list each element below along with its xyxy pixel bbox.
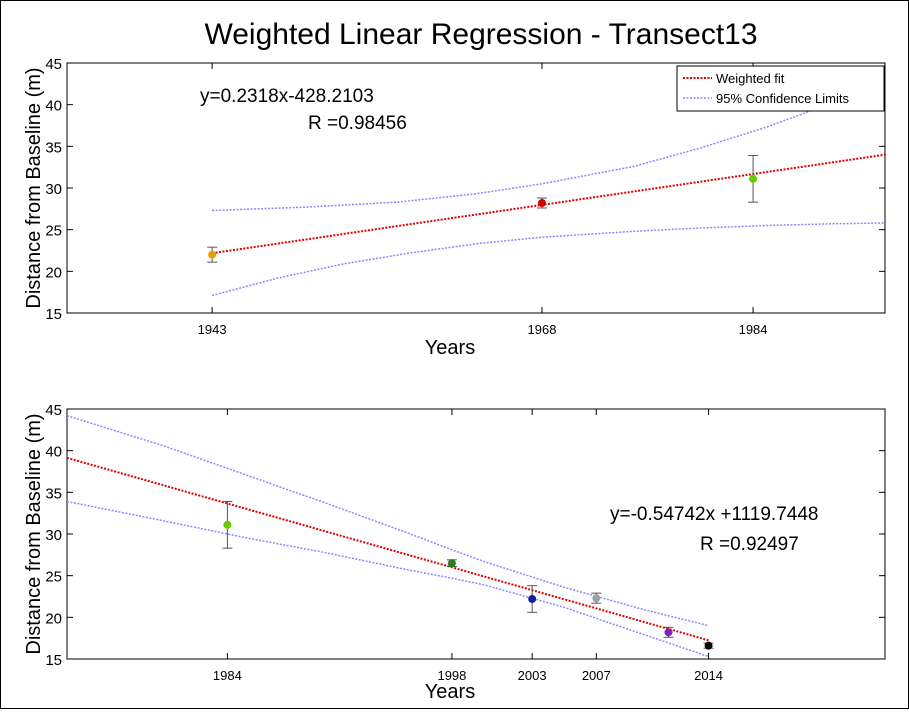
- marker: [664, 628, 673, 637]
- bottom-y-tick-label: 25: [45, 569, 62, 586]
- top-x-tick-label: 1968: [528, 322, 557, 337]
- bottom-confidence-lower: [67, 500, 709, 658]
- bottom-y-tick-label: 30: [45, 527, 62, 544]
- marker: [223, 520, 232, 529]
- bottom-confidence-upper: [67, 414, 709, 627]
- top-axes: 15 20 25 30 35 40 45 1943 1968 1984: [45, 56, 885, 337]
- top-y-tick-label: 30: [45, 181, 62, 198]
- bottom-x-axis-label: Years: [425, 681, 475, 703]
- top-plot-lines: [211, 84, 885, 297]
- bottom-y-tick-label: 20: [45, 610, 62, 627]
- marker: [528, 595, 537, 603]
- bottom-data-point-5: [703, 641, 714, 650]
- top-data-point-0: [207, 246, 218, 263]
- top-y-tick-label: 40: [45, 98, 62, 115]
- top-y-tick-label: 20: [45, 264, 62, 281]
- top-x-tick-label: 1943: [198, 322, 227, 337]
- top-y-tick-label: 15: [45, 306, 62, 323]
- figure-title: Weighted Linear Regression - Transect13: [204, 18, 757, 51]
- bottom-data-point-3: [591, 592, 602, 604]
- marker: [749, 174, 758, 183]
- bottom-axes: 15 20 25 30 35 40 45 1984 1998 2003 2007 2014: [45, 402, 885, 683]
- top-confidence-upper: [212, 84, 885, 212]
- top-y-tick-label: 25: [45, 223, 62, 240]
- top-x-axis-label: Years: [425, 337, 475, 359]
- top-confidence-lower: [211, 222, 885, 297]
- bottom-weighted-fit-line: [67, 456, 709, 642]
- bottom-y-tick-label: 15: [45, 652, 62, 669]
- top-equation-text: y=0.2318x-428.2103: [200, 86, 374, 107]
- legend-box: [676, 65, 885, 112]
- bottom-data-point-1: [446, 559, 457, 568]
- bottom-r-value-text: R =0.92497: [700, 534, 799, 555]
- bottom-y-tick-label: 40: [45, 444, 62, 461]
- bottom-x-tick-label: 2007: [582, 668, 611, 683]
- marker: [704, 641, 713, 650]
- top-r-value-text: R =0.98456: [308, 113, 407, 134]
- bottom-x-tick-label: 1984: [213, 668, 242, 683]
- bottom-plot-marks: [222, 501, 714, 650]
- top-plot-marks: [207, 155, 759, 263]
- bottom-data-point-2: [527, 585, 538, 613]
- bottom-y-tick-label: 35: [45, 485, 62, 502]
- bottom-data-point-0: [222, 501, 233, 549]
- top-weighted-fit-line: [211, 153, 885, 255]
- marker: [447, 559, 456, 568]
- top-x-tick-label: 1984: [739, 322, 768, 337]
- bottom-x-tick-label: 2003: [518, 668, 547, 683]
- legend: Weighted fit 95% Confidence Limits: [676, 65, 885, 112]
- top-y-axis-label: Distance from Baseline (m): [23, 67, 45, 308]
- top-data-point-2: [748, 155, 759, 203]
- top-y-tick-label: 45: [45, 56, 62, 73]
- bottom-y-tick-label: 45: [45, 402, 62, 419]
- bottom-y-axis-label: Distance from Baseline (m): [23, 413, 45, 654]
- legend-entry-fit: Weighted fit: [716, 71, 785, 86]
- bottom-x-tick-label: 1998: [437, 668, 466, 683]
- marker: [592, 594, 601, 603]
- top-regression-panel: 15 20 25 30 35 40 45 1943 1968 1984 Years Distanc…: [23, 56, 886, 359]
- bottom-regression-panel: 15 20 25 30 35 40 45 1984 1998 2003 2007 2014 Years…: [23, 402, 886, 703]
- top-y-tick-label: 35: [45, 139, 62, 156]
- bottom-equation-text: y=-0.54742x +1119.7448: [610, 504, 818, 525]
- marker: [537, 199, 546, 207]
- bottom-data-point-4: [663, 626, 674, 638]
- bottom-x-tick-label: 2014: [694, 668, 723, 683]
- bottom-plot-lines: [67, 414, 709, 658]
- top-data-point-1: [536, 197, 547, 209]
- legend-entry-confidence: 95% Confidence Limits: [716, 91, 849, 106]
- marker: [208, 250, 217, 259]
